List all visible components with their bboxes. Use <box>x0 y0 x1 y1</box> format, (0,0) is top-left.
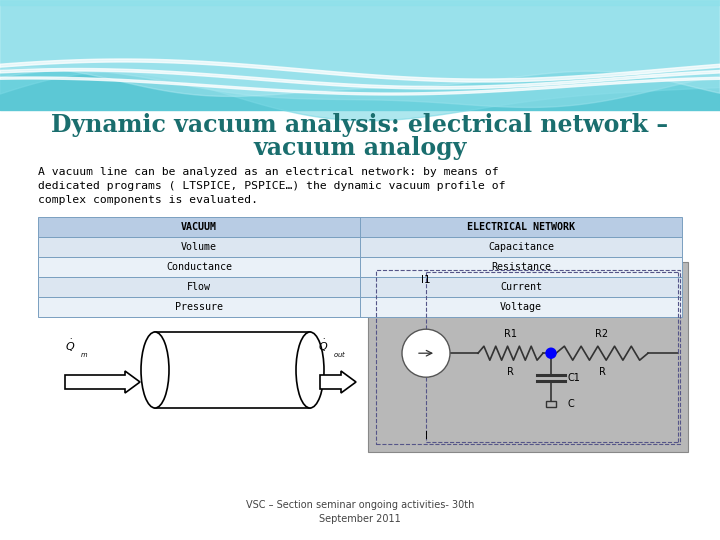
Text: Dynamic vacuum analysis: electrical network –: Dynamic vacuum analysis: electrical netw… <box>51 113 669 137</box>
Bar <box>368 262 688 452</box>
Bar <box>38 217 682 237</box>
Text: $_m$: $_m$ <box>80 350 89 360</box>
Text: I: I <box>425 431 428 441</box>
Text: dedicated programs ( LTSPICE, PSPICE…) the dynamic vacuum profile of: dedicated programs ( LTSPICE, PSPICE…) t… <box>38 181 505 191</box>
Bar <box>38 277 682 297</box>
Circle shape <box>402 329 450 377</box>
Text: VSC – Section seminar ongoing activities- 30th
September 2011: VSC – Section seminar ongoing activities… <box>246 500 474 524</box>
FancyArrow shape <box>320 371 356 393</box>
Text: Capacitance: Capacitance <box>488 242 554 252</box>
Text: Conductance: Conductance <box>166 262 232 272</box>
Bar <box>38 257 682 277</box>
Ellipse shape <box>296 332 324 408</box>
Text: A vacuum line can be analyzed as an electrical network: by means of: A vacuum line can be analyzed as an elec… <box>38 167 499 177</box>
Text: $\dot{Q}$: $\dot{Q}$ <box>318 338 328 354</box>
Text: R1: R1 <box>504 329 517 339</box>
Text: R2: R2 <box>595 329 608 339</box>
Text: Volume: Volume <box>181 242 217 252</box>
Bar <box>38 297 682 317</box>
Text: complex components is evaluated.: complex components is evaluated. <box>38 195 258 205</box>
Text: VACUUM: VACUUM <box>181 222 217 232</box>
Text: Current: Current <box>500 282 542 292</box>
Text: Pressure: Pressure <box>175 302 223 312</box>
Text: Voltage: Voltage <box>500 302 542 312</box>
Text: R: R <box>507 367 514 377</box>
Text: $_{out}$: $_{out}$ <box>333 350 346 360</box>
Text: $\dot{Q}$: $\dot{Q}$ <box>65 338 76 354</box>
FancyArrow shape <box>65 371 140 393</box>
Text: I1: I1 <box>421 275 431 285</box>
Text: Flow: Flow <box>187 282 211 292</box>
Text: C1: C1 <box>567 373 580 383</box>
Ellipse shape <box>141 332 169 408</box>
Text: C: C <box>567 399 574 409</box>
Bar <box>38 237 682 257</box>
Text: R: R <box>598 367 606 377</box>
Text: vacuum analogy: vacuum analogy <box>253 136 467 160</box>
Text: Resistance: Resistance <box>491 262 551 272</box>
Bar <box>155 332 310 408</box>
Bar <box>376 270 680 444</box>
Text: ELECTRICAL NETWORK: ELECTRICAL NETWORK <box>467 222 575 232</box>
Circle shape <box>546 348 556 358</box>
Bar <box>546 401 556 407</box>
